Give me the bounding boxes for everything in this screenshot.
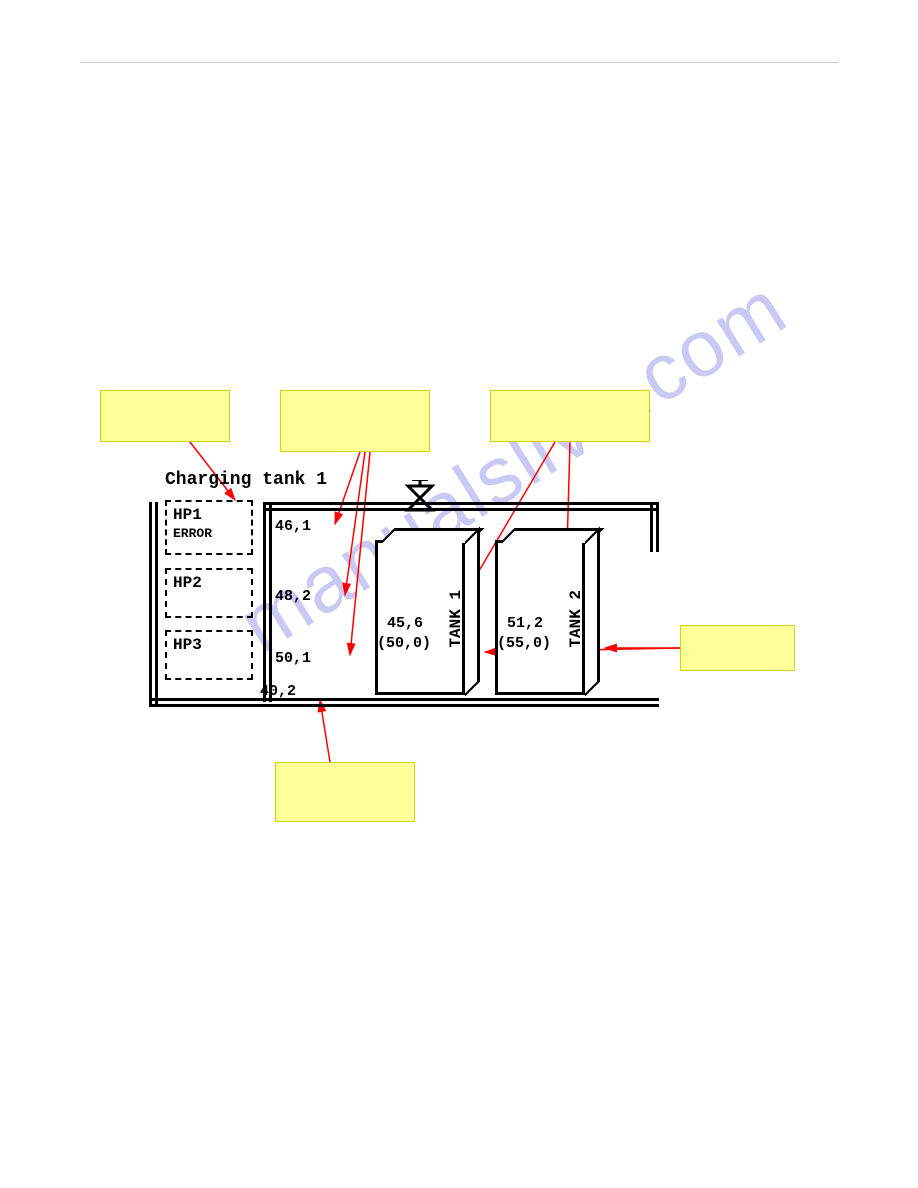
hp2-outlet-temp: 48,2: [275, 588, 311, 605]
tank1-side-face: [465, 527, 480, 697]
hp3-box: HP3: [165, 630, 253, 680]
tank2-temp: 51,2: [507, 615, 543, 632]
tank2-label: TANK 2: [567, 590, 585, 648]
pipe-bottom: [149, 698, 659, 707]
tank1-temp: 45,6: [387, 615, 423, 632]
hp2-label: HP2: [173, 574, 245, 592]
tank1-setpoint: (50,0): [377, 635, 431, 652]
hp3-label: HP3: [173, 636, 245, 654]
tank2-setpoint: (55,0): [497, 635, 551, 652]
hp3-outlet-temp: 50,1: [275, 650, 311, 667]
hp1-status: ERROR: [173, 526, 212, 541]
callout-box-2: [280, 390, 430, 452]
pipe-manifold: [263, 502, 272, 702]
pipe-to-tank2: [650, 502, 659, 552]
process-diagram: Charging tank 1 HP1 ERROR HP2 HP3 46,1 4…: [155, 480, 705, 760]
callout-box-5: [275, 762, 415, 822]
hp1-label: HP1: [173, 506, 245, 524]
hp2-box: HP2: [165, 568, 253, 618]
tank1-label: TANK 1: [447, 590, 465, 648]
diagram-title: Charging tank 1: [165, 470, 327, 490]
diverter-valve-icon: [400, 480, 440, 520]
hp1-box: HP1 ERROR: [165, 500, 253, 555]
hp1-outlet-temp: 46,1: [275, 518, 311, 535]
page-top-rule: [80, 62, 838, 63]
callout-box-1: [100, 390, 230, 442]
callout-box-3: [490, 390, 650, 442]
pipe-top: [263, 502, 658, 511]
pipe-return-left: [149, 502, 158, 707]
tank2-side-face: [585, 527, 600, 697]
